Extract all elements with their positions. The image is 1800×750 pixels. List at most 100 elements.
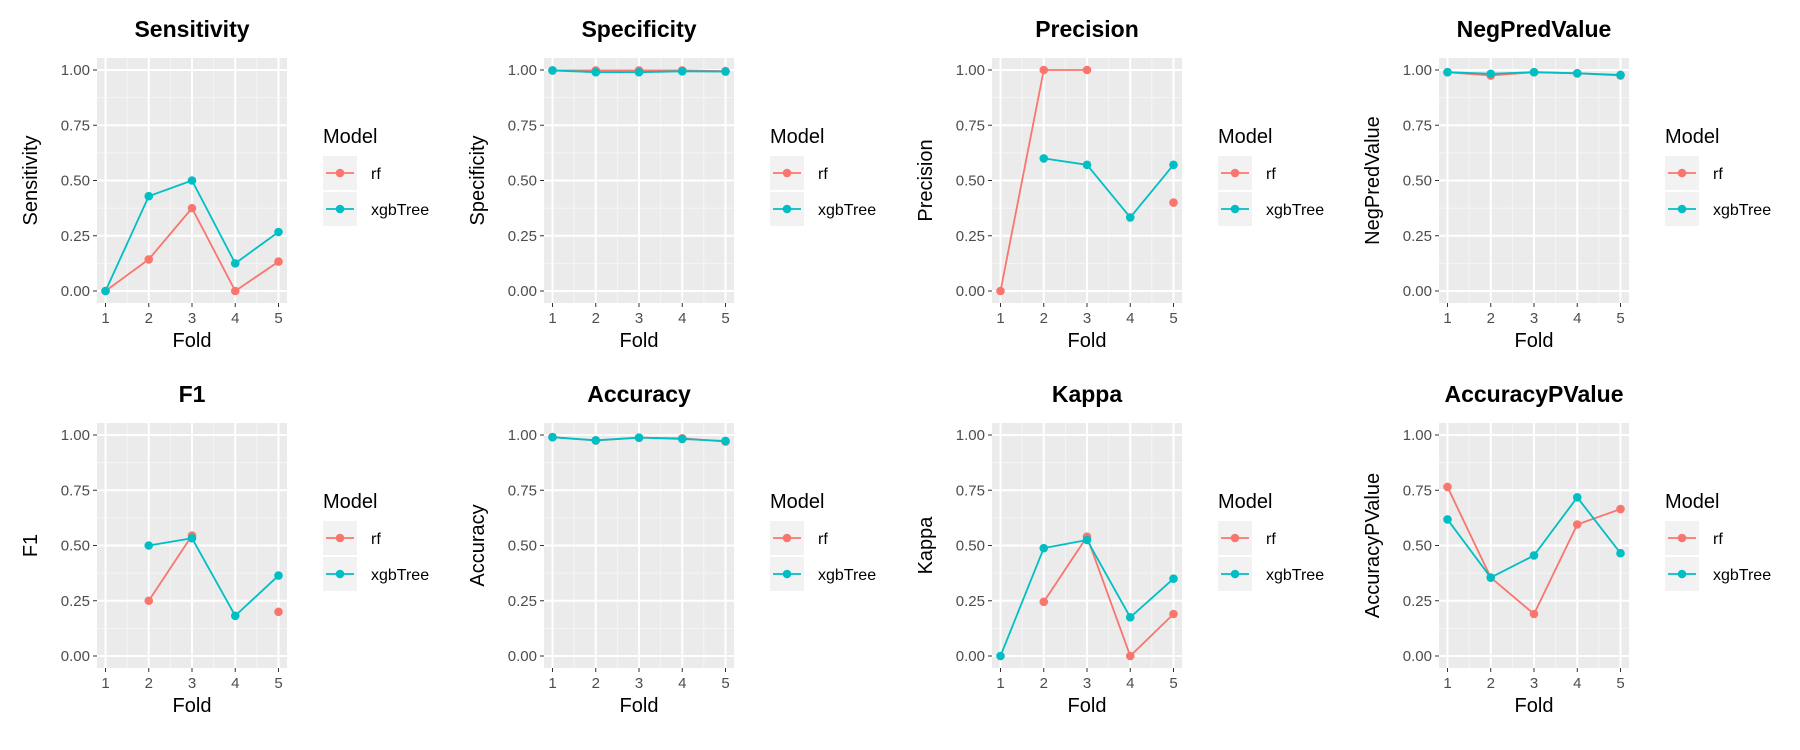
y-tick-label: 0.25 bbox=[61, 593, 90, 610]
y-axis-title: Sensitivity bbox=[20, 135, 42, 225]
panel-sensitivity: 0.00 0.25 0.50 0.75 1.00 1 2 3 4 5 Sensitivity Fold… bbox=[20, 16, 429, 352]
x-tick-label: 1 bbox=[996, 310, 1004, 327]
legend-key-point bbox=[1677, 533, 1687, 543]
x-tick-label: 3 bbox=[1530, 310, 1538, 327]
chart-title: F1 bbox=[179, 381, 206, 407]
x-tick-label: 2 bbox=[145, 675, 153, 692]
legend-label-xgbTree: xgbTree bbox=[371, 567, 429, 584]
panel-precision: 0.00 0.25 0.50 0.75 1.00 1 2 3 4 5 Precision Fold Pr… bbox=[915, 16, 1324, 352]
series-line-xgbTree bbox=[104, 195, 150, 292]
legend-key-point bbox=[335, 569, 345, 579]
legend-label-xgbTree: xgbTree bbox=[1266, 202, 1324, 219]
y-tick-label: 0.25 bbox=[508, 593, 537, 610]
data-point-xgbTree bbox=[677, 434, 687, 444]
series-line-xgbTree bbox=[1447, 71, 1491, 75]
series-line-rf bbox=[1129, 613, 1175, 657]
legend-label-rf: rf bbox=[818, 166, 828, 183]
legend-label-rf: rf bbox=[371, 531, 381, 548]
data-point-rf bbox=[187, 203, 197, 213]
panel-accuracy: 0.00 0.25 0.50 0.75 1.00 1 2 3 4 5 Accuracy Fold Acc… bbox=[467, 381, 876, 717]
x-tick-label: 1 bbox=[996, 675, 1004, 692]
chart-title: AccuracyPValue bbox=[1444, 381, 1623, 407]
x-tick-label: 3 bbox=[1083, 310, 1091, 327]
series-line-rf bbox=[1533, 524, 1579, 615]
data-point-xgbTree bbox=[1486, 69, 1496, 79]
x-tick-label: 5 bbox=[1616, 675, 1624, 692]
data-point-xgbTree bbox=[1443, 67, 1452, 77]
data-point-xgbTree bbox=[187, 533, 197, 543]
data-point-xgbTree bbox=[1169, 574, 1178, 583]
y-tick-label: 0.75 bbox=[508, 482, 537, 499]
y-tick-label: 0.75 bbox=[508, 117, 537, 134]
x-tick-label: 5 bbox=[721, 310, 729, 327]
series-line-xgbTree bbox=[1043, 157, 1088, 166]
series-line-xgbTree bbox=[1043, 539, 1088, 550]
y-axis-title: Specificity bbox=[467, 135, 489, 225]
legend-key-point bbox=[1230, 204, 1240, 214]
x-axis-title: Fold bbox=[1068, 330, 1107, 352]
legend-label-xgbTree: xgbTree bbox=[818, 202, 876, 219]
legend-title: Model bbox=[770, 126, 824, 148]
y-axis-title: Accuracy bbox=[467, 504, 489, 586]
legend-title: Model bbox=[1218, 126, 1272, 148]
y-tick-label: 0.25 bbox=[508, 228, 537, 245]
y-tick-label: 0.50 bbox=[1403, 173, 1432, 190]
legend-title: Model bbox=[323, 126, 377, 148]
x-tick-label: 2 bbox=[1487, 675, 1495, 692]
legend-title: Model bbox=[770, 491, 824, 513]
x-axis-title: Fold bbox=[173, 695, 212, 717]
x-tick-label: 1 bbox=[101, 310, 109, 327]
legend-key-point bbox=[1677, 204, 1687, 214]
data-point-xgbTree bbox=[721, 436, 730, 446]
data-point-xgbTree bbox=[1529, 551, 1539, 560]
series-line-rf bbox=[1446, 486, 1492, 578]
data-point-xgbTree bbox=[721, 67, 730, 76]
legend-key-point bbox=[335, 533, 345, 543]
x-tick-label: 4 bbox=[231, 310, 239, 327]
chart-title: NegPredValue bbox=[1457, 16, 1612, 42]
x-axis-title: Fold bbox=[1515, 695, 1554, 717]
x-tick-label: 1 bbox=[101, 675, 109, 692]
y-tick-label: 0.25 bbox=[61, 228, 90, 245]
chart-title: Specificity bbox=[581, 16, 696, 42]
data-point-xgbTree bbox=[634, 433, 644, 442]
data-point-rf bbox=[1443, 482, 1452, 492]
y-tick-label: 0.00 bbox=[956, 283, 985, 300]
data-point-xgbTree bbox=[1082, 160, 1092, 170]
y-tick-label: 0.50 bbox=[1403, 538, 1432, 555]
legend-key-point bbox=[1230, 533, 1240, 543]
data-point-rf bbox=[1039, 597, 1049, 607]
data-point-xgbTree bbox=[591, 67, 601, 77]
data-point-rf bbox=[1125, 651, 1135, 661]
y-axis-title: Kappa bbox=[915, 516, 937, 575]
data-point-xgbTree bbox=[548, 66, 557, 75]
x-tick-label: 3 bbox=[188, 675, 196, 692]
data-point-rf bbox=[144, 596, 154, 606]
series-line-rf bbox=[148, 207, 193, 260]
y-tick-label: 0.50 bbox=[956, 538, 985, 555]
series-line-xgbTree bbox=[552, 69, 596, 74]
legend-key-point bbox=[782, 569, 792, 579]
data-point-xgbTree bbox=[187, 176, 197, 185]
data-point-xgbTree bbox=[144, 541, 154, 550]
series-line-xgbTree bbox=[638, 70, 683, 74]
y-tick-label: 0.00 bbox=[61, 648, 90, 665]
x-tick-label: 1 bbox=[1443, 675, 1451, 692]
x-axis-title: Fold bbox=[620, 695, 659, 717]
series-line-rf bbox=[1576, 508, 1621, 526]
legend-title: Model bbox=[323, 491, 377, 513]
series-line-xgbTree bbox=[1490, 71, 1535, 75]
data-point-rf bbox=[230, 286, 240, 296]
series-line-xgbTree bbox=[638, 436, 683, 440]
data-point-xgbTree bbox=[230, 611, 240, 621]
data-point-rf bbox=[1616, 504, 1625, 514]
x-tick-label: 4 bbox=[678, 675, 686, 692]
y-tick-label: 1.00 bbox=[1403, 427, 1432, 444]
series-line-rf bbox=[104, 258, 150, 292]
data-point-rf bbox=[1572, 520, 1582, 529]
x-axis-title: Fold bbox=[620, 330, 659, 352]
series-line-rf bbox=[191, 207, 237, 292]
data-point-rf bbox=[274, 257, 283, 266]
chart-title: Precision bbox=[1035, 16, 1139, 42]
x-tick-label: 3 bbox=[1083, 675, 1091, 692]
